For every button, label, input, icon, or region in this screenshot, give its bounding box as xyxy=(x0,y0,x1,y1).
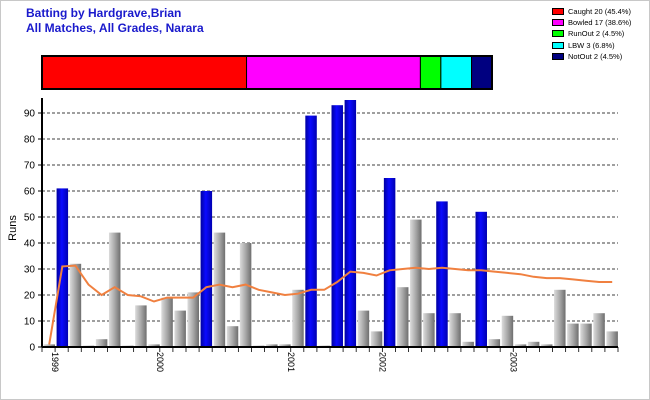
y-tick-label: 0 xyxy=(29,343,35,354)
y-axis-ticks: 0 10 20 30 40 50 60 70 80 90 xyxy=(24,109,42,354)
y-tick-label: 70 xyxy=(24,161,36,172)
y-tick-label: 80 xyxy=(24,135,36,146)
bar xyxy=(488,339,501,347)
bar xyxy=(135,305,147,347)
legend-item-lbw: LBW 3 (6.8%) xyxy=(552,40,631,50)
x-year-label: 2001 xyxy=(286,352,296,372)
legend: Caught 20 (45.4%) Bowled 17 (38.6%) RunO… xyxy=(552,6,631,63)
dismissal-segment-caught xyxy=(41,55,248,90)
legend-swatch-caught xyxy=(552,7,564,15)
y-tick-label: 20 xyxy=(24,291,36,302)
chart-subtitle: All Matches, All Grades, Narara xyxy=(26,21,204,35)
bar-highlight xyxy=(305,115,317,347)
bar xyxy=(161,297,173,347)
bar xyxy=(43,344,55,347)
legend-label-lbw: LBW 3 (6.8%) xyxy=(568,40,615,50)
legend-swatch-bowled xyxy=(552,18,564,26)
y-tick-label: 40 xyxy=(24,239,36,250)
bar xyxy=(108,232,121,347)
legend-label-caught: Caught 20 (45.4%) xyxy=(568,6,631,16)
bar xyxy=(266,344,278,347)
chart-title: Batting by Hardgrave,Brian xyxy=(26,6,182,20)
legend-item-bowled: Bowled 17 (38.6%) xyxy=(552,17,631,27)
legend-item-runout: RunOut 2 (4.5%) xyxy=(552,29,631,39)
x-year-label: 2002 xyxy=(378,352,388,372)
x-year-label: 1999 xyxy=(50,352,60,372)
dismissal-breakdown-bar xyxy=(41,55,493,90)
bar xyxy=(174,310,186,347)
bar xyxy=(292,289,304,347)
bar xyxy=(501,315,514,347)
legend-label-notout: NotOut 2 (4.5%) xyxy=(568,52,623,62)
bar xyxy=(593,313,605,347)
bar xyxy=(279,344,291,347)
bar xyxy=(370,331,383,347)
bar xyxy=(514,344,527,347)
y-tick-label: 30 xyxy=(24,265,36,276)
bar xyxy=(69,263,82,347)
legend-swatch-notout xyxy=(552,53,564,61)
dismissal-segment-notout xyxy=(471,55,493,90)
bar xyxy=(226,326,239,347)
bar xyxy=(462,341,474,347)
bar xyxy=(357,310,370,347)
bar-highlight xyxy=(475,211,487,347)
legend-label-runout: RunOut 2 (4.5%) xyxy=(568,29,625,39)
legend-item-notout: NotOut 2 (4.5%) xyxy=(552,52,631,62)
dismissal-bar-border xyxy=(41,55,493,90)
legend-swatch-runout xyxy=(552,30,564,38)
dismissal-segment-bowled xyxy=(246,55,421,90)
bar-highlight xyxy=(436,201,448,347)
bar xyxy=(187,292,199,347)
bar xyxy=(580,323,592,347)
bar xyxy=(540,344,553,347)
y-tick-label: 90 xyxy=(24,109,36,120)
bar xyxy=(239,243,252,347)
bar xyxy=(606,331,618,347)
dismissal-segment-lbw xyxy=(440,55,473,90)
average-line xyxy=(48,264,613,345)
bar xyxy=(396,287,409,347)
bar xyxy=(148,344,160,347)
axes xyxy=(41,98,619,352)
legend-label-bowled: Bowled 17 (38.6%) xyxy=(568,17,632,27)
x-year-label: 2000 xyxy=(155,352,165,372)
bar xyxy=(213,232,226,347)
bar-highlight xyxy=(331,105,343,347)
bar xyxy=(423,313,435,347)
y-tick-label: 60 xyxy=(24,187,36,198)
bar xyxy=(410,219,422,347)
bar-highlight xyxy=(344,100,357,347)
y-tick-label: 10 xyxy=(24,317,36,328)
bar xyxy=(449,313,461,347)
bar xyxy=(527,341,540,347)
y-axis-label: Runs xyxy=(7,215,19,241)
bar xyxy=(95,339,108,347)
bar-highlight xyxy=(383,178,396,347)
x-axis-year-labels: 1999 2000 2001 2002 2003 xyxy=(50,352,518,372)
legend-item-caught: Caught 20 (45.4%) xyxy=(552,6,631,16)
bar-highlight xyxy=(200,191,213,347)
x-year-label: 2003 xyxy=(508,352,518,372)
bars xyxy=(43,100,618,347)
bar xyxy=(554,289,566,347)
average-line-group xyxy=(48,264,613,345)
dismissal-segment-runout xyxy=(419,55,442,90)
grid xyxy=(42,112,618,322)
legend-swatch-lbw xyxy=(552,41,564,49)
bar xyxy=(567,323,579,347)
y-tick-label: 50 xyxy=(24,213,36,224)
